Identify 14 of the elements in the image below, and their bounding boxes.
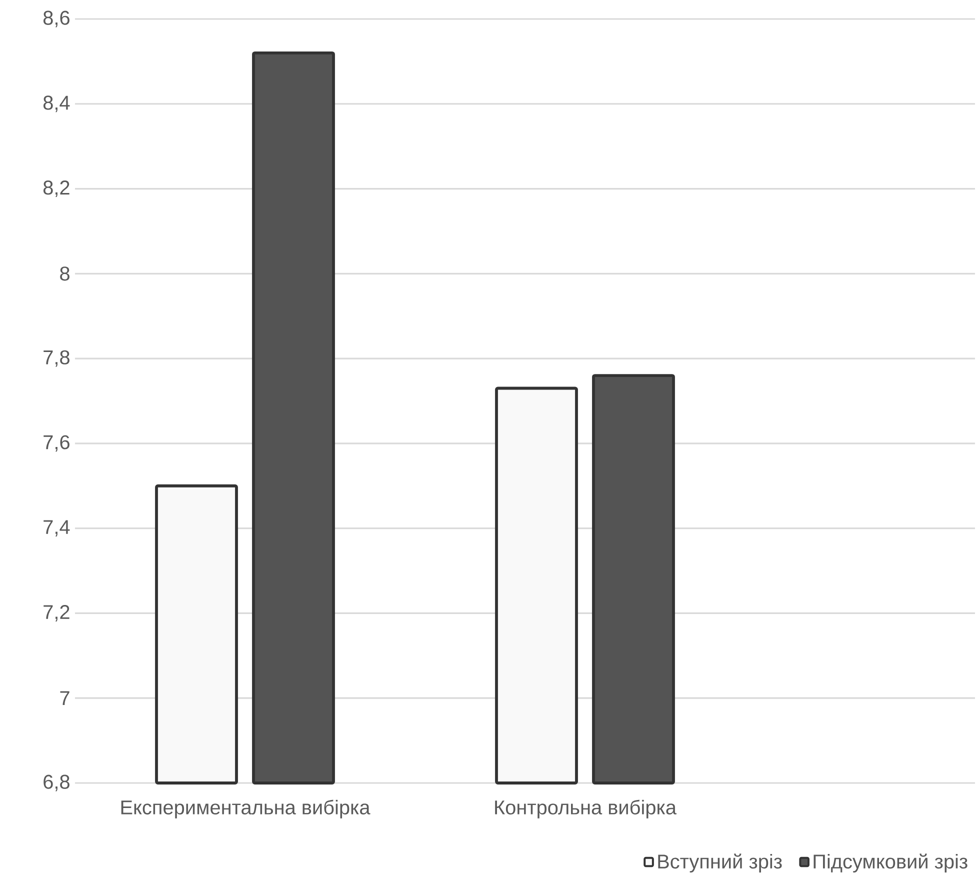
- x-tick-label: Контрольна вибірка: [495, 800, 676, 818]
- y-tick-label: 8,2: [43, 180, 70, 197]
- y-tick-label: 7,6: [44, 435, 70, 452]
- legend-label: Вступний зріз: [658, 854, 782, 873]
- y-tick-label: 8: [60, 266, 70, 281]
- y-tick-label: 7,4: [44, 520, 70, 536]
- y-tick-label: 6,8: [44, 774, 70, 792]
- x-tick-label: Експериментальна вибірка: [121, 800, 370, 818]
- y-tick-label: 7,2: [44, 604, 70, 622]
- legend-label: Підсумковий зріз: [814, 854, 968, 873]
- y-tick-label: 7: [60, 691, 70, 705]
- y-tick-label: 7,8: [44, 350, 70, 367]
- y-tick-label: 8,4: [43, 96, 70, 112]
- y-tick-label: 8,6: [43, 10, 70, 28]
